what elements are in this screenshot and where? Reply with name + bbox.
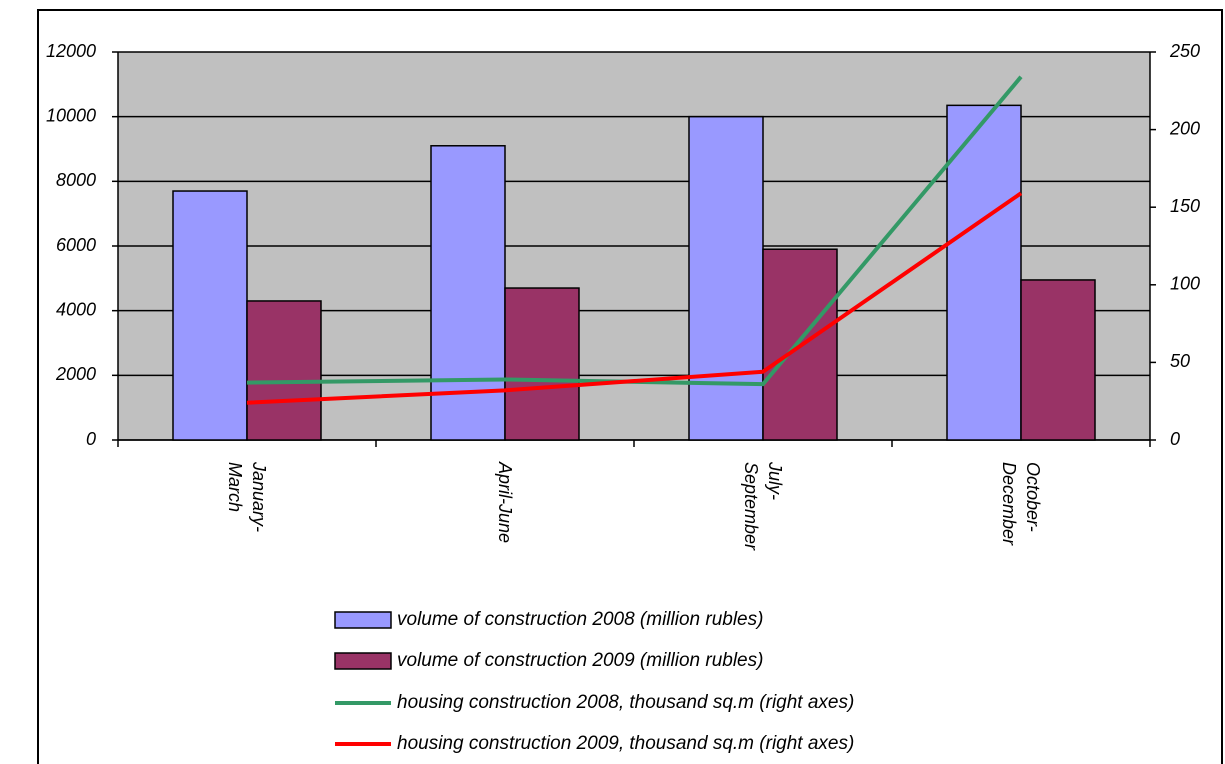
y-tick-label: 10000 bbox=[46, 105, 96, 125]
x-tick-label: April-June bbox=[495, 462, 515, 544]
bar bbox=[688, 115, 764, 441]
legend-label: housing construction 2009, thousand sq.m… bbox=[397, 733, 854, 754]
y-tick-label: 4000 bbox=[56, 299, 96, 319]
y-tick-label: 6000 bbox=[56, 235, 96, 255]
legend-label: volume of construction 2008 (million rub… bbox=[397, 609, 763, 630]
bar bbox=[246, 300, 322, 441]
bar bbox=[946, 104, 1022, 441]
legend-label: volume of construction 2009 (million rub… bbox=[397, 650, 763, 671]
y2-tick-label: 200 bbox=[1169, 118, 1200, 138]
x-tick-label: July-September bbox=[741, 462, 785, 551]
y2-tick-label: 50 bbox=[1170, 351, 1190, 371]
bar bbox=[1020, 279, 1096, 441]
y2-tick-label: 100 bbox=[1170, 274, 1200, 294]
chart-border bbox=[37, 9, 1223, 764]
x-tick-label: October-December bbox=[999, 462, 1043, 546]
legend-label: housing construction 2008, thousand sq.m… bbox=[397, 692, 854, 713]
y-tick-label: 0 bbox=[86, 429, 96, 449]
y2-tick-label: 0 bbox=[1170, 429, 1180, 449]
y2-tick-label: 250 bbox=[1169, 41, 1200, 61]
x-tick-label: January-March bbox=[225, 462, 269, 533]
legend-swatch bbox=[334, 652, 392, 670]
line bbox=[246, 191, 1023, 405]
y-tick-label: 2000 bbox=[55, 364, 96, 384]
bar bbox=[430, 145, 506, 441]
y2-tick-label: 150 bbox=[1170, 196, 1200, 216]
bar bbox=[504, 287, 580, 441]
bar bbox=[172, 190, 248, 441]
y-tick-label: 8000 bbox=[56, 170, 96, 190]
legend-swatch bbox=[334, 611, 392, 629]
y-tick-label: 12000 bbox=[46, 41, 96, 61]
